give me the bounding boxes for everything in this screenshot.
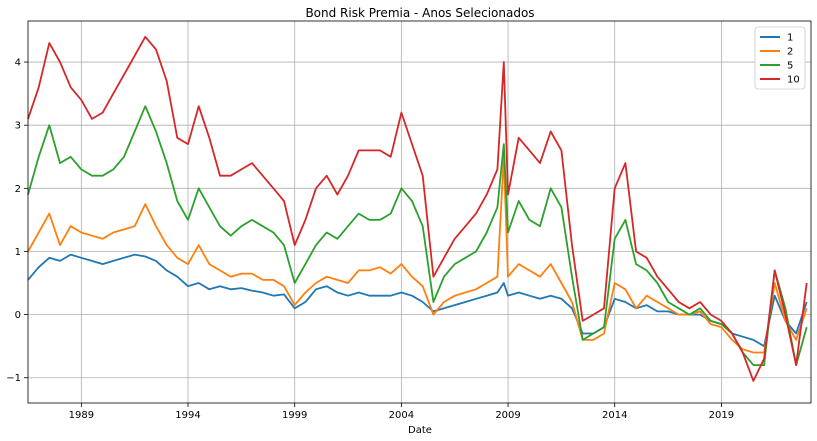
legend-box xyxy=(754,26,806,90)
x-tick-label: 2004 xyxy=(389,410,414,421)
legend: 1 2 5 10 xyxy=(754,26,806,90)
legend-label-1: 1 xyxy=(787,33,793,44)
chart-title: Bond Risk Premia - Anos Selecionados xyxy=(305,6,534,20)
plot-frame xyxy=(27,20,812,404)
y-axis: −1 0 1 2 3 4 xyxy=(6,58,28,384)
x-axis-title: Date xyxy=(408,425,432,436)
y-tick-label: −1 xyxy=(6,373,21,384)
grid xyxy=(28,21,811,403)
x-tick-label: 1999 xyxy=(282,410,307,421)
y-tick-label: 2 xyxy=(15,184,21,195)
y-tick-label: 4 xyxy=(15,58,21,69)
plot-area xyxy=(28,21,811,403)
legend-label-5: 5 xyxy=(787,61,793,72)
legend-label-10: 10 xyxy=(787,75,800,86)
series-line-5 xyxy=(27,105,808,366)
x-tick-label: 2009 xyxy=(495,410,520,421)
x-axis: 1989 1994 1999 2004 2009 2014 2019 xyxy=(69,403,734,421)
y-tick-label: 0 xyxy=(15,310,21,321)
x-tick-label: 1989 xyxy=(69,410,94,421)
legend-label-2: 2 xyxy=(787,47,793,58)
series-line-10 xyxy=(27,35,808,382)
y-tick-label: 3 xyxy=(15,121,21,132)
x-tick-label: 2014 xyxy=(602,410,627,421)
x-tick-label: 2019 xyxy=(709,410,734,421)
series-line-2 xyxy=(27,155,808,354)
series-group xyxy=(27,35,808,382)
x-tick-label: 1994 xyxy=(175,410,200,421)
y-tick-label: 1 xyxy=(15,247,21,258)
